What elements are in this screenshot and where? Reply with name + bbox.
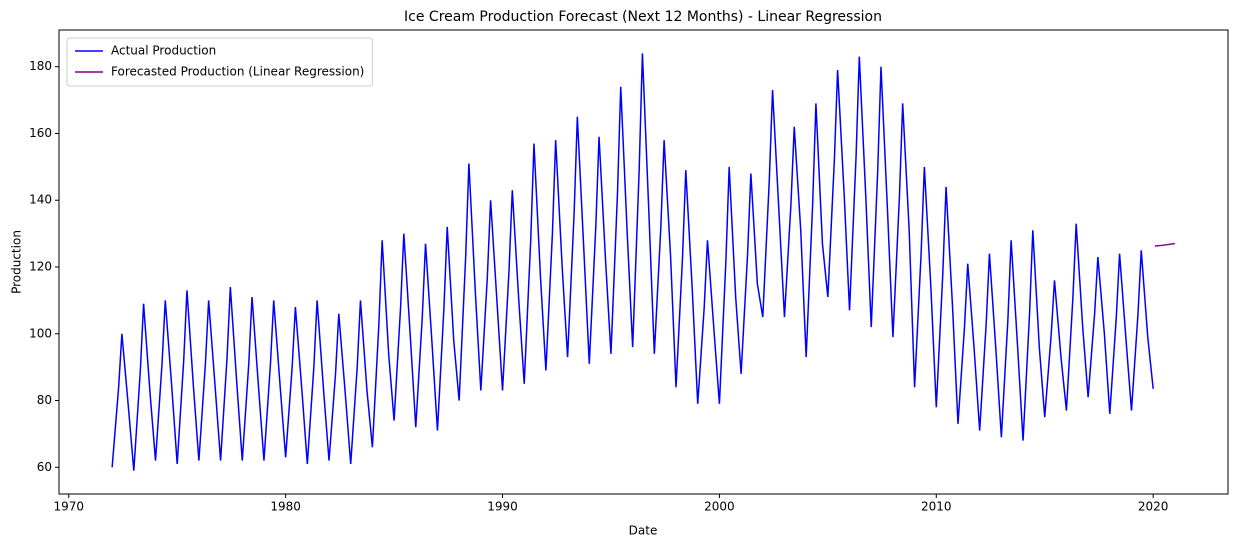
data-line xyxy=(1154,242,1175,247)
x-tick-label: 1970 xyxy=(53,500,84,514)
data-line xyxy=(111,53,1154,471)
x-tick-label: 2000 xyxy=(704,500,735,514)
y-tick-label: 100 xyxy=(29,326,52,340)
y-tick-label: 160 xyxy=(29,126,52,140)
legend-box xyxy=(66,37,373,87)
x-tick-label: 2020 xyxy=(1138,500,1169,514)
legend-label: Actual Production xyxy=(111,44,216,58)
chart-title: Ice Cream Production Forecast (Next 12 M… xyxy=(404,9,882,25)
y-tick-label: 60 xyxy=(37,460,52,474)
plot-frame xyxy=(58,29,1229,495)
y-tick-label: 140 xyxy=(29,193,52,207)
y-tick-label: 180 xyxy=(29,59,52,73)
x-axis-label: Date xyxy=(629,524,658,538)
y-tick-label: 80 xyxy=(37,393,52,407)
y-tick-label: 120 xyxy=(29,260,52,274)
x-tick-label: 1990 xyxy=(487,500,518,514)
legend-label: Forecasted Production (Linear Regression… xyxy=(111,65,364,79)
y-axis-label: Production xyxy=(10,230,24,294)
x-tick-label: 2010 xyxy=(921,500,952,514)
x-tick-label: 1980 xyxy=(270,500,301,514)
legend: Actual Production Forecasted Production (… xyxy=(66,37,373,87)
